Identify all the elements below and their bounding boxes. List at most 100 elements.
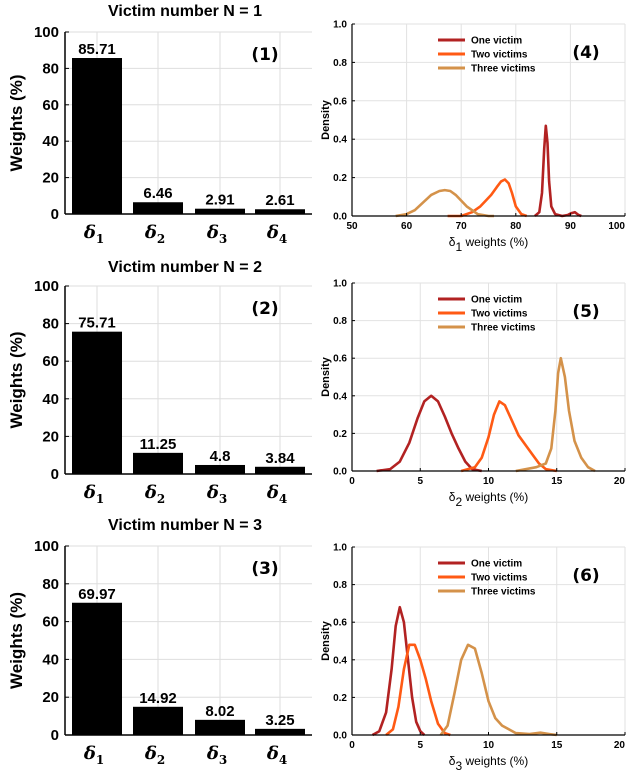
category-label: δ4 <box>266 222 287 246</box>
y-tick-label: 0 <box>51 727 59 744</box>
y-tick-label: 1.0 <box>333 543 347 554</box>
subscript: 1 <box>455 240 462 254</box>
y-tick-label: 0.4 <box>333 135 347 146</box>
y-axis-label: Density <box>320 99 332 140</box>
panel-tag: (3) <box>251 559 278 579</box>
symbol: δ <box>206 743 219 764</box>
symbol: δ <box>206 482 219 503</box>
y-tick-label: 40 <box>42 391 59 408</box>
y-tick-label: 0.2 <box>333 173 347 184</box>
legend-label: Two victims <box>471 50 528 61</box>
bar-3 <box>195 208 245 214</box>
y-tick-label: 0.2 <box>333 693 347 704</box>
bar-value-label: 4.8 <box>210 448 231 465</box>
bar-value-label: 69.97 <box>78 586 116 603</box>
panel-title: Victim number N = 2 <box>108 259 262 276</box>
panel-tag: (5) <box>572 302 599 322</box>
x-axis-label: δ3 weights (%) <box>449 754 528 773</box>
x-axis-label: δ2 weights (%) <box>449 490 528 509</box>
x-tick-label: 5 <box>417 740 423 751</box>
bar-2 <box>133 706 183 735</box>
bar-value-label: 75.71 <box>78 315 116 332</box>
category-label: δ4 <box>266 482 287 506</box>
y-tick-label: 0.6 <box>333 618 347 629</box>
category-label: δ1 <box>83 222 104 246</box>
symbol: δ <box>144 222 157 243</box>
legend: One victim Two victims Three victims <box>438 295 536 334</box>
y-axis-label: Weights (%) <box>7 592 26 689</box>
y-tick-label: 60 <box>42 353 59 370</box>
bar-2 <box>133 202 183 214</box>
legend-label: One victim <box>471 36 522 47</box>
panel-tag: (6) <box>572 566 599 586</box>
y-axis-label: Weights (%) <box>7 75 26 172</box>
series-line-2 <box>385 643 451 737</box>
bar-value-label: 85.71 <box>78 41 116 58</box>
subscript: 3 <box>219 492 227 506</box>
y-tick-label: 0.2 <box>333 429 347 440</box>
y-tick-label: 0.6 <box>333 354 347 365</box>
symbol: δ <box>266 482 279 503</box>
subscript: 1 <box>96 753 104 767</box>
x-tick-label: 15 <box>551 476 563 487</box>
category-label: δ4 <box>266 743 287 767</box>
subscript: 2 <box>455 495 462 509</box>
y-tick-label: 100 <box>34 278 59 295</box>
density-panel-5: 0.0 0.2 0.4 0.6 0.8 1.0 0 5 10 15 20 Density δ2 weig… <box>320 279 626 509</box>
x-tick-label: 60 <box>401 221 413 232</box>
bar-value-label: 3.25 <box>265 712 294 729</box>
bar-1 <box>72 331 122 474</box>
y-tick-label: 0.0 <box>333 212 347 223</box>
subscript: 1 <box>96 232 104 246</box>
y-tick-label: 100 <box>34 538 59 555</box>
symbol: δ <box>83 743 96 764</box>
symbol: δ <box>144 743 157 764</box>
symbol: δ <box>449 490 456 504</box>
x-tick-label: 20 <box>614 476 626 487</box>
category-label: δ2 <box>144 482 165 506</box>
bar-value-label: 6.46 <box>143 185 172 202</box>
density-panel-6: 0.0 0.2 0.4 0.6 0.8 1.0 0 5 10 15 20 Density δ3 weig… <box>320 543 626 773</box>
category-label: δ1 <box>83 482 104 506</box>
x-tick-label: 10 <box>483 740 495 751</box>
subscript: 1 <box>96 492 104 506</box>
bar-value-label: 2.61 <box>265 192 294 209</box>
subscript: 2 <box>157 753 165 767</box>
symbol: δ <box>449 754 456 768</box>
bar-3 <box>195 719 245 735</box>
y-axis-label: Weights (%) <box>7 332 26 429</box>
subscript: 4 <box>279 492 287 506</box>
bar-value-label: 11.25 <box>140 436 177 453</box>
series-line-3 <box>515 356 596 473</box>
bar-1 <box>72 602 122 735</box>
legend-label: Three victims <box>471 323 536 334</box>
y-tick-label: 20 <box>42 689 59 706</box>
bar-4 <box>255 209 305 214</box>
legend-label: Two victims <box>471 573 528 584</box>
bar-value-label: 3.84 <box>265 450 295 467</box>
panel-title: Victim number N = 3 <box>108 517 262 534</box>
subscript: 4 <box>279 232 287 246</box>
y-tick-label: 20 <box>42 170 59 187</box>
symbol: δ <box>266 743 279 764</box>
series-line-1 <box>371 605 426 737</box>
series-line-1 <box>534 124 582 218</box>
x-tick-label: 0 <box>349 476 355 487</box>
symbol: δ <box>144 482 157 503</box>
subscript: 3 <box>219 753 227 767</box>
subscript: 2 <box>157 232 165 246</box>
x-axis-label: δ1 weights (%) <box>449 235 528 254</box>
label-rest: weights (%) <box>462 754 528 768</box>
subscript: 2 <box>157 492 165 506</box>
symbol: δ <box>83 482 96 503</box>
category-label: δ1 <box>83 743 104 767</box>
y-tick-label: 0.4 <box>333 655 347 666</box>
series-line-3 <box>395 188 494 218</box>
bar-value-label: 2.91 <box>205 192 234 209</box>
symbol: δ <box>266 222 279 243</box>
bar-value-label: 8.02 <box>205 703 234 720</box>
y-tick-label: 0.0 <box>333 731 347 742</box>
